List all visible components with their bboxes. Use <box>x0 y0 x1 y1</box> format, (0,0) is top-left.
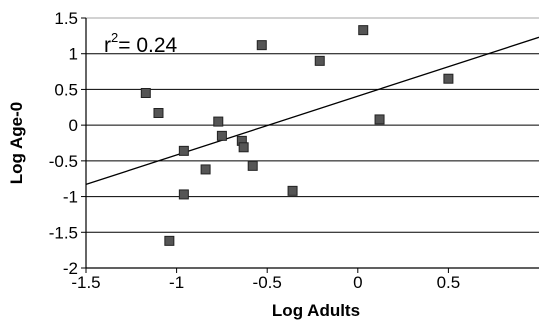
data-point <box>178 145 189 156</box>
data-point <box>140 88 151 98</box>
y-tick-label: 1 <box>69 45 78 64</box>
y-tick-label: -2 <box>63 259 78 278</box>
data-point <box>200 164 211 175</box>
x-axis-label: Log Adults <box>272 301 360 320</box>
r-squared-exponent: 2 <box>111 30 118 45</box>
y-axis-label: Log Age-0 <box>7 102 26 184</box>
data-point <box>443 73 454 84</box>
data-point <box>238 142 249 153</box>
gridlines <box>86 53 539 233</box>
x-tick-label: -1 <box>169 273 184 292</box>
r-squared-annotation: r2= 0.24 <box>104 30 178 57</box>
data-point <box>216 130 227 141</box>
y-tick-label: 1.5 <box>54 9 78 28</box>
x-tick-labels: -1.5 -1 -0.5 0 0.5 <box>71 268 460 292</box>
data-point <box>247 160 258 171</box>
r-squared-base: r <box>104 34 111 57</box>
data-point <box>178 189 189 200</box>
data-point <box>374 114 385 125</box>
x-tick-label: 0 <box>353 273 362 292</box>
r-squared-value: = 0.24 <box>118 34 177 57</box>
data-point <box>164 235 175 246</box>
x-tick-label: -0.5 <box>253 273 282 292</box>
y-tick-label: 0 <box>69 116 78 135</box>
data-point <box>213 116 224 127</box>
data-point <box>287 185 298 196</box>
data-point <box>314 55 325 66</box>
y-tick-label: -1 <box>63 188 78 207</box>
data-point <box>256 40 267 51</box>
data-point <box>358 25 369 36</box>
y-tick-label: 0.5 <box>54 80 78 99</box>
y-tick-labels: 1.5 1 0.5 0 -0.5 -1 -1.5 -2 <box>49 9 86 278</box>
y-tick-label: -1.5 <box>49 223 78 242</box>
data-points <box>140 25 454 246</box>
y-tick-label: -0.5 <box>49 152 78 171</box>
trend-line <box>85 36 539 186</box>
x-tick-label: -1.5 <box>71 273 100 292</box>
data-point <box>153 108 164 118</box>
x-tick-label: 0.5 <box>437 273 461 292</box>
